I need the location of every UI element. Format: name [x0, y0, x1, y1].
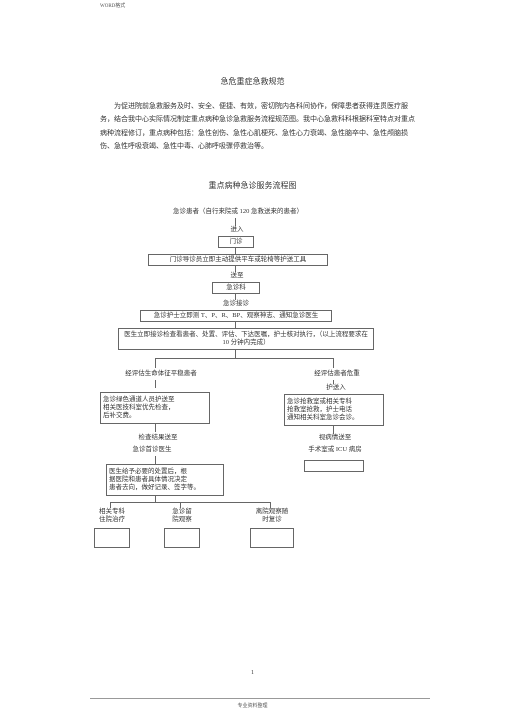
flow-arrow-bingqing: 视病情送至: [308, 434, 362, 442]
flow-arrow-husong: 护送入: [316, 384, 356, 392]
flow-branch-left-title: 经评估生命体征平稳患者: [106, 370, 216, 378]
flow-node-doctor: 医生立即接诊检查看患者、处置、评估、下达医嘱，护士核对执行，（以上流程要求在 1…: [118, 328, 374, 350]
flow-node-outpatient: 门诊: [218, 236, 254, 248]
flow-node-right-rescue: 急诊抢救室或相关专科 抢救室抢救，护士电话 通知相关科室急诊会诊。: [284, 394, 384, 426]
flow-node-right-empty: [304, 460, 364, 472]
flow-node-left-green: 急诊绿色通道人员护送至 相关医技科室优先检查， 后补交费。: [100, 392, 210, 424]
flow-node-tools: 门诊导诊员立即主动提供平车或轮椅等护送工具: [148, 254, 328, 266]
flow-text-icu: 手术室或 ICU 病房: [290, 446, 380, 454]
flowchart: 急诊患者（自行来院或 120 急救送来的患者） 进入 门诊 门诊导诊员立即主动提…: [100, 208, 420, 668]
page-title: 急危重症急救规范: [0, 76, 505, 87]
flow-connector: [110, 502, 270, 503]
header-mark: WORD格式: [100, 2, 125, 9]
flow-node-nurse: 急诊护士立即测 T、P、R、BP、观察神志、通知急诊医生: [140, 310, 332, 322]
page-number: 1: [0, 670, 505, 676]
flow-connector: [333, 426, 334, 434]
flow-node-emergency-dept: 急诊科: [212, 282, 260, 294]
flow-connector: [155, 456, 156, 464]
flow-text-zhuanke: 相关专科 住院治疗: [90, 508, 134, 524]
footer-text: 专业资料整理: [0, 702, 505, 709]
page: WORD格式 急危重症急救规范 为促进院前急救服务及时、安全、便捷、有效，密切院…: [0, 0, 505, 714]
flow-text-likai: 离院观察随 时复诊: [246, 508, 298, 524]
flow-arrow-enter: 进入: [222, 226, 252, 234]
flow-connector: [155, 358, 156, 368]
flowchart-title: 重点病种急诊服务流程图: [0, 180, 505, 191]
flow-node-liuguan-box: [164, 528, 200, 548]
flow-connector: [155, 424, 156, 432]
flow-branch-right-title: 经评估患者危重: [292, 370, 382, 378]
flow-text-liuguan: 急诊留 院观察: [162, 508, 202, 524]
flow-node-zhuanke-box: [94, 528, 130, 548]
flow-text-patient: 急诊患者（自行来院或 120 急救送来的患者）: [128, 208, 348, 216]
flow-arrow-send: 送至: [222, 272, 252, 280]
flow-connector: [333, 358, 334, 368]
flow-node-likai-box: [250, 528, 294, 548]
flow-arrow-receive: 急诊接诊: [215, 300, 257, 308]
footer-divider: [90, 698, 430, 699]
flow-text-first-doctor: 急诊首诊医生: [112, 446, 192, 454]
flow-arrow-result: 检查结果送至: [128, 434, 188, 442]
flow-connector: [155, 358, 333, 359]
flow-node-left-dispose: 医生给予必要的处置后，根 据医院和患者具体情况决定 患者去向，做好记录、签字等。: [106, 464, 224, 496]
intro-paragraph: 为促进院前急救服务及时、安全、便捷、有效，密切院内各科间协作，保障患者获得连贯医…: [100, 100, 420, 153]
flow-connector: [235, 218, 236, 226]
flow-connector: [155, 380, 156, 388]
flow-connector: [235, 350, 236, 358]
